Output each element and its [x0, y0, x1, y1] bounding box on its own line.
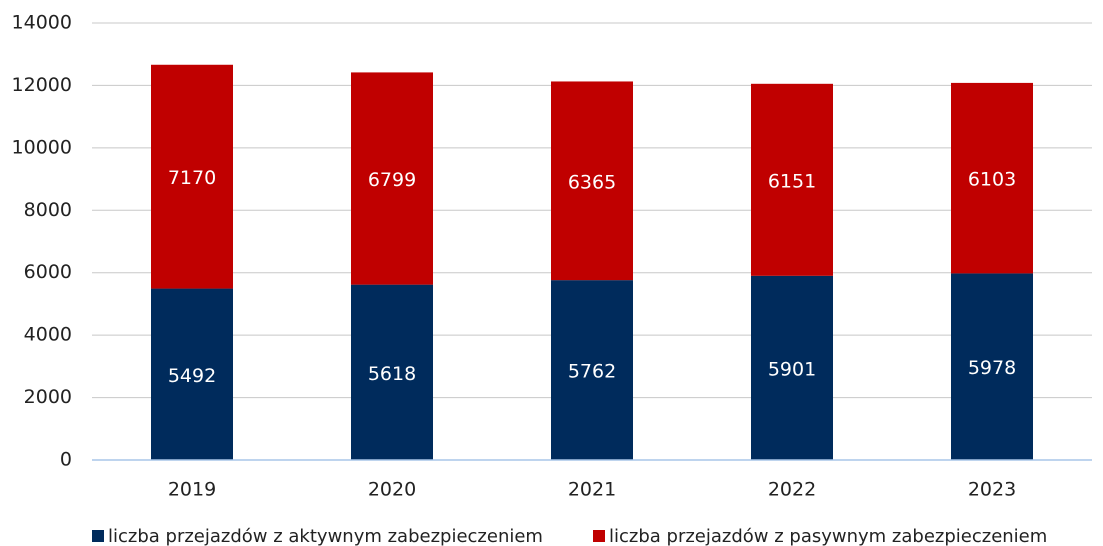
data-label: 5762: [568, 361, 616, 383]
x-tick-label: 2023: [968, 479, 1016, 501]
legend-swatch: [92, 530, 104, 542]
data-label: 6151: [768, 170, 816, 192]
data-label: 5618: [368, 363, 416, 385]
bar-segment: [951, 82, 1033, 274]
x-tick-label: 2022: [768, 479, 816, 501]
bar-segment: [551, 280, 633, 460]
legend-label: liczba przejazdów z aktywnym zabezpiecze…: [108, 526, 543, 546]
y-tick-label: 8000: [24, 199, 72, 221]
x-tick-label: 2020: [368, 479, 416, 501]
y-tick-label: 4000: [24, 324, 72, 346]
x-tick-label: 2021: [568, 479, 616, 501]
x-tick-label: 2019: [168, 479, 216, 501]
bar-segment: [151, 288, 233, 460]
data-label: 6365: [568, 171, 616, 193]
y-tick-label: 0: [60, 449, 72, 471]
y-tick-label: 14000: [12, 12, 72, 34]
legend-swatch: [593, 530, 605, 542]
bar-segment: [751, 275, 833, 460]
bar-segment: [151, 64, 233, 289]
y-tick-label: 12000: [12, 74, 72, 96]
bar-segment: [551, 81, 633, 281]
data-label: 7170: [168, 167, 216, 189]
bar-segment: [751, 83, 833, 276]
bar-segment: [351, 72, 433, 285]
data-label: 6799: [368, 169, 416, 191]
bar-segment: [351, 284, 433, 460]
data-label: 5978: [968, 357, 1016, 379]
bar-segment: [951, 273, 1033, 460]
data-label: 5492: [168, 365, 216, 387]
y-tick-label: 6000: [24, 261, 72, 283]
legend-label: liczba przejazdów z pasywnym zabezpiecze…: [609, 526, 1047, 546]
data-label: 5901: [768, 358, 816, 380]
data-label: 6103: [968, 169, 1016, 191]
y-tick-label: 10000: [12, 136, 72, 158]
y-tick-label: 2000: [24, 386, 72, 408]
